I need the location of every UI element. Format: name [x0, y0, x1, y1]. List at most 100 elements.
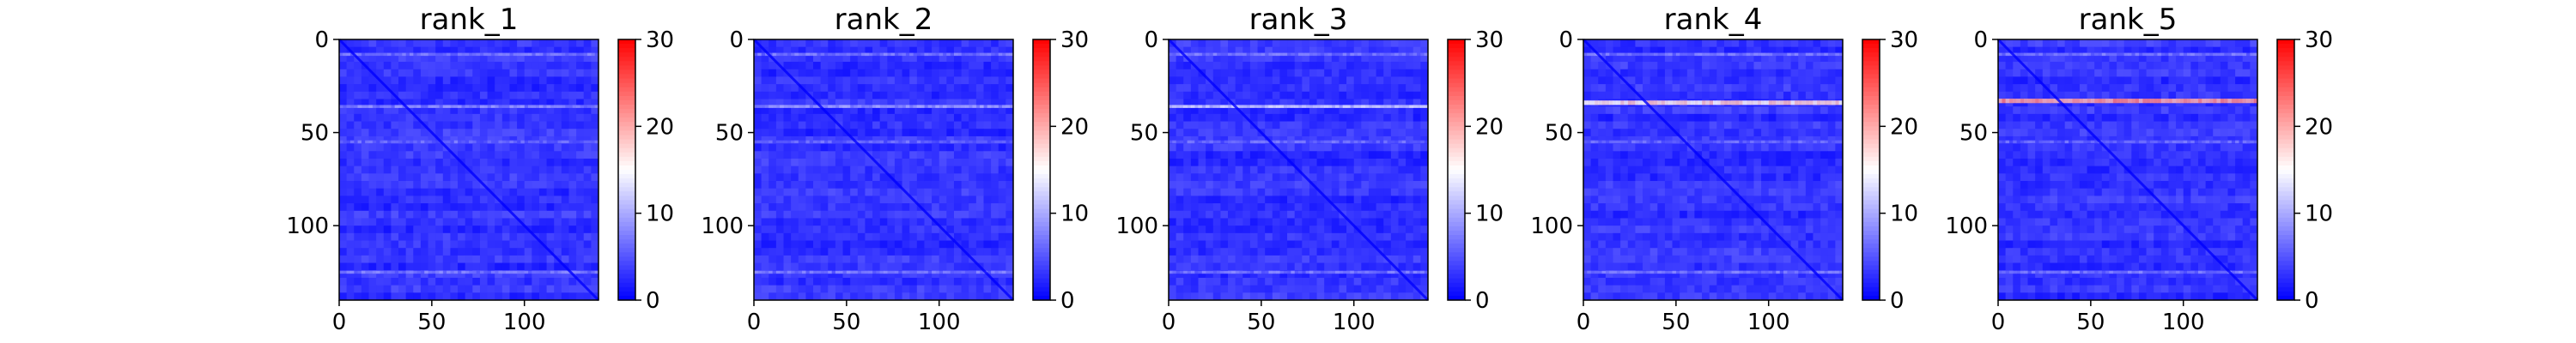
heatmap-cell — [865, 84, 873, 93]
heatmap-cell — [857, 129, 866, 137]
heatmap-bright-row-cell — [365, 105, 369, 108]
heatmap-cell — [1183, 181, 1192, 190]
heatmap-cell — [1331, 129, 1340, 137]
heatmap-bright-row-cell — [1324, 105, 1328, 108]
heatmap-bright-row-cell — [1217, 52, 1221, 57]
heatmap-cell — [887, 76, 896, 85]
heatmap-bright-row-cell — [1298, 52, 1303, 57]
heatmap-cell — [458, 151, 466, 159]
heatmap-bright-row-cell — [1212, 52, 1218, 57]
heatmap-cell — [1005, 129, 1014, 137]
heatmap-cell — [442, 121, 451, 129]
heatmap-cell — [413, 129, 422, 137]
heatmap-cell — [902, 62, 910, 70]
heatmap-bright-row-cell — [823, 105, 829, 108]
heatmap-bright-row-cell — [905, 140, 910, 144]
heatmap-cell — [576, 262, 585, 271]
heatmap-cell — [857, 99, 866, 107]
heatmap-cell — [554, 106, 562, 115]
heatmap-cell — [820, 262, 829, 271]
heatmap-cell — [1005, 69, 1014, 77]
heatmap-cell — [1353, 218, 1362, 226]
heatmap-cell — [376, 196, 385, 204]
heatmap-cell — [775, 121, 784, 129]
heatmap-cell — [391, 165, 399, 174]
heatmap-cell — [472, 210, 481, 219]
heatmap-cell — [991, 203, 999, 212]
heatmap-bright-row-cell — [435, 52, 440, 57]
heatmap-cell — [1220, 262, 1229, 271]
heatmap-cell — [413, 188, 422, 196]
heatmap-bright-row-cell — [1294, 140, 1299, 144]
heatmap-cell — [561, 62, 569, 70]
heatmap-cell — [850, 262, 859, 271]
heatmap-cell — [524, 173, 532, 182]
heatmap-cell — [1805, 62, 1814, 70]
heatmap-cell — [1383, 277, 1392, 286]
heatmap-cell — [1235, 39, 1243, 48]
heatmap-cell — [1353, 69, 1362, 77]
heatmap-cell — [568, 69, 577, 77]
heatmap-cell — [479, 285, 488, 293]
heatmap-cell — [1212, 210, 1221, 219]
heatmap-cell — [442, 203, 451, 212]
heatmap-cell — [813, 173, 822, 182]
heatmap-cell — [775, 196, 784, 204]
heatmap-cell — [1657, 54, 1666, 63]
heatmap-cell — [983, 39, 992, 48]
heatmap-cell — [805, 292, 814, 301]
heatmap-cell — [1220, 277, 1229, 286]
heatmap-bright-row-cell — [879, 140, 884, 144]
heatmap-bright-row-cell — [890, 140, 896, 144]
heatmap-cell — [346, 84, 355, 93]
heatmap-cell — [850, 69, 859, 77]
heatmap-cell — [1339, 151, 1347, 159]
heatmap-cell — [872, 106, 881, 115]
heatmap-cell — [1176, 173, 1184, 182]
heatmap-cell — [842, 232, 851, 241]
heatmap-bright-row-cell — [1309, 52, 1314, 57]
colorbar-segment — [618, 143, 635, 149]
heatmap-cell — [576, 69, 585, 77]
heatmap-cell — [398, 196, 407, 204]
heatmap-cell — [857, 39, 866, 48]
heatmap-cell — [1353, 255, 1362, 263]
heatmap-cell — [561, 113, 569, 122]
heatmap-cell — [939, 129, 947, 137]
heatmap-cell — [354, 46, 362, 55]
heatmap-cell — [857, 292, 866, 301]
colorbar-segment — [618, 230, 635, 236]
heatmap-cell — [1620, 84, 1629, 93]
heatmap-cell — [1346, 76, 1355, 85]
heatmap-cell — [946, 226, 955, 234]
heatmap-cell — [487, 91, 495, 99]
heatmap-cell — [932, 285, 940, 293]
heatmap-cell — [932, 135, 940, 144]
heatmap-bright-row-cell — [565, 140, 569, 144]
heatmap-cell — [1242, 39, 1251, 48]
heatmap-cell — [924, 203, 933, 212]
heatmap-cell — [383, 54, 392, 63]
heatmap-cell — [583, 196, 592, 204]
heatmap-cell — [420, 292, 428, 301]
heatmap-cell — [1324, 165, 1333, 174]
heatmap-cell — [465, 285, 473, 293]
colorbar-segment — [618, 295, 635, 301]
heatmap-bright-row-cell — [1294, 270, 1299, 274]
heatmap-bright-row-cell — [1009, 52, 1014, 57]
heatmap-bright-row-cell — [953, 105, 958, 108]
heatmap-cell — [1183, 121, 1192, 129]
heatmap-cell — [420, 248, 428, 256]
heatmap-cell — [458, 285, 466, 293]
heatmap-cell — [1339, 218, 1347, 226]
heatmap-bright-row-cell — [380, 140, 385, 144]
heatmap-cell — [828, 151, 836, 159]
heatmap-cell — [487, 99, 495, 107]
heatmap-cell — [1383, 39, 1392, 48]
heatmap-bright-row-cell — [809, 270, 814, 274]
heatmap-cell — [1235, 62, 1243, 70]
heatmap-cell — [1768, 39, 1777, 48]
heatmap-cell — [1413, 181, 1421, 190]
heatmap-cell — [961, 129, 969, 137]
heatmap-cell — [361, 277, 369, 286]
